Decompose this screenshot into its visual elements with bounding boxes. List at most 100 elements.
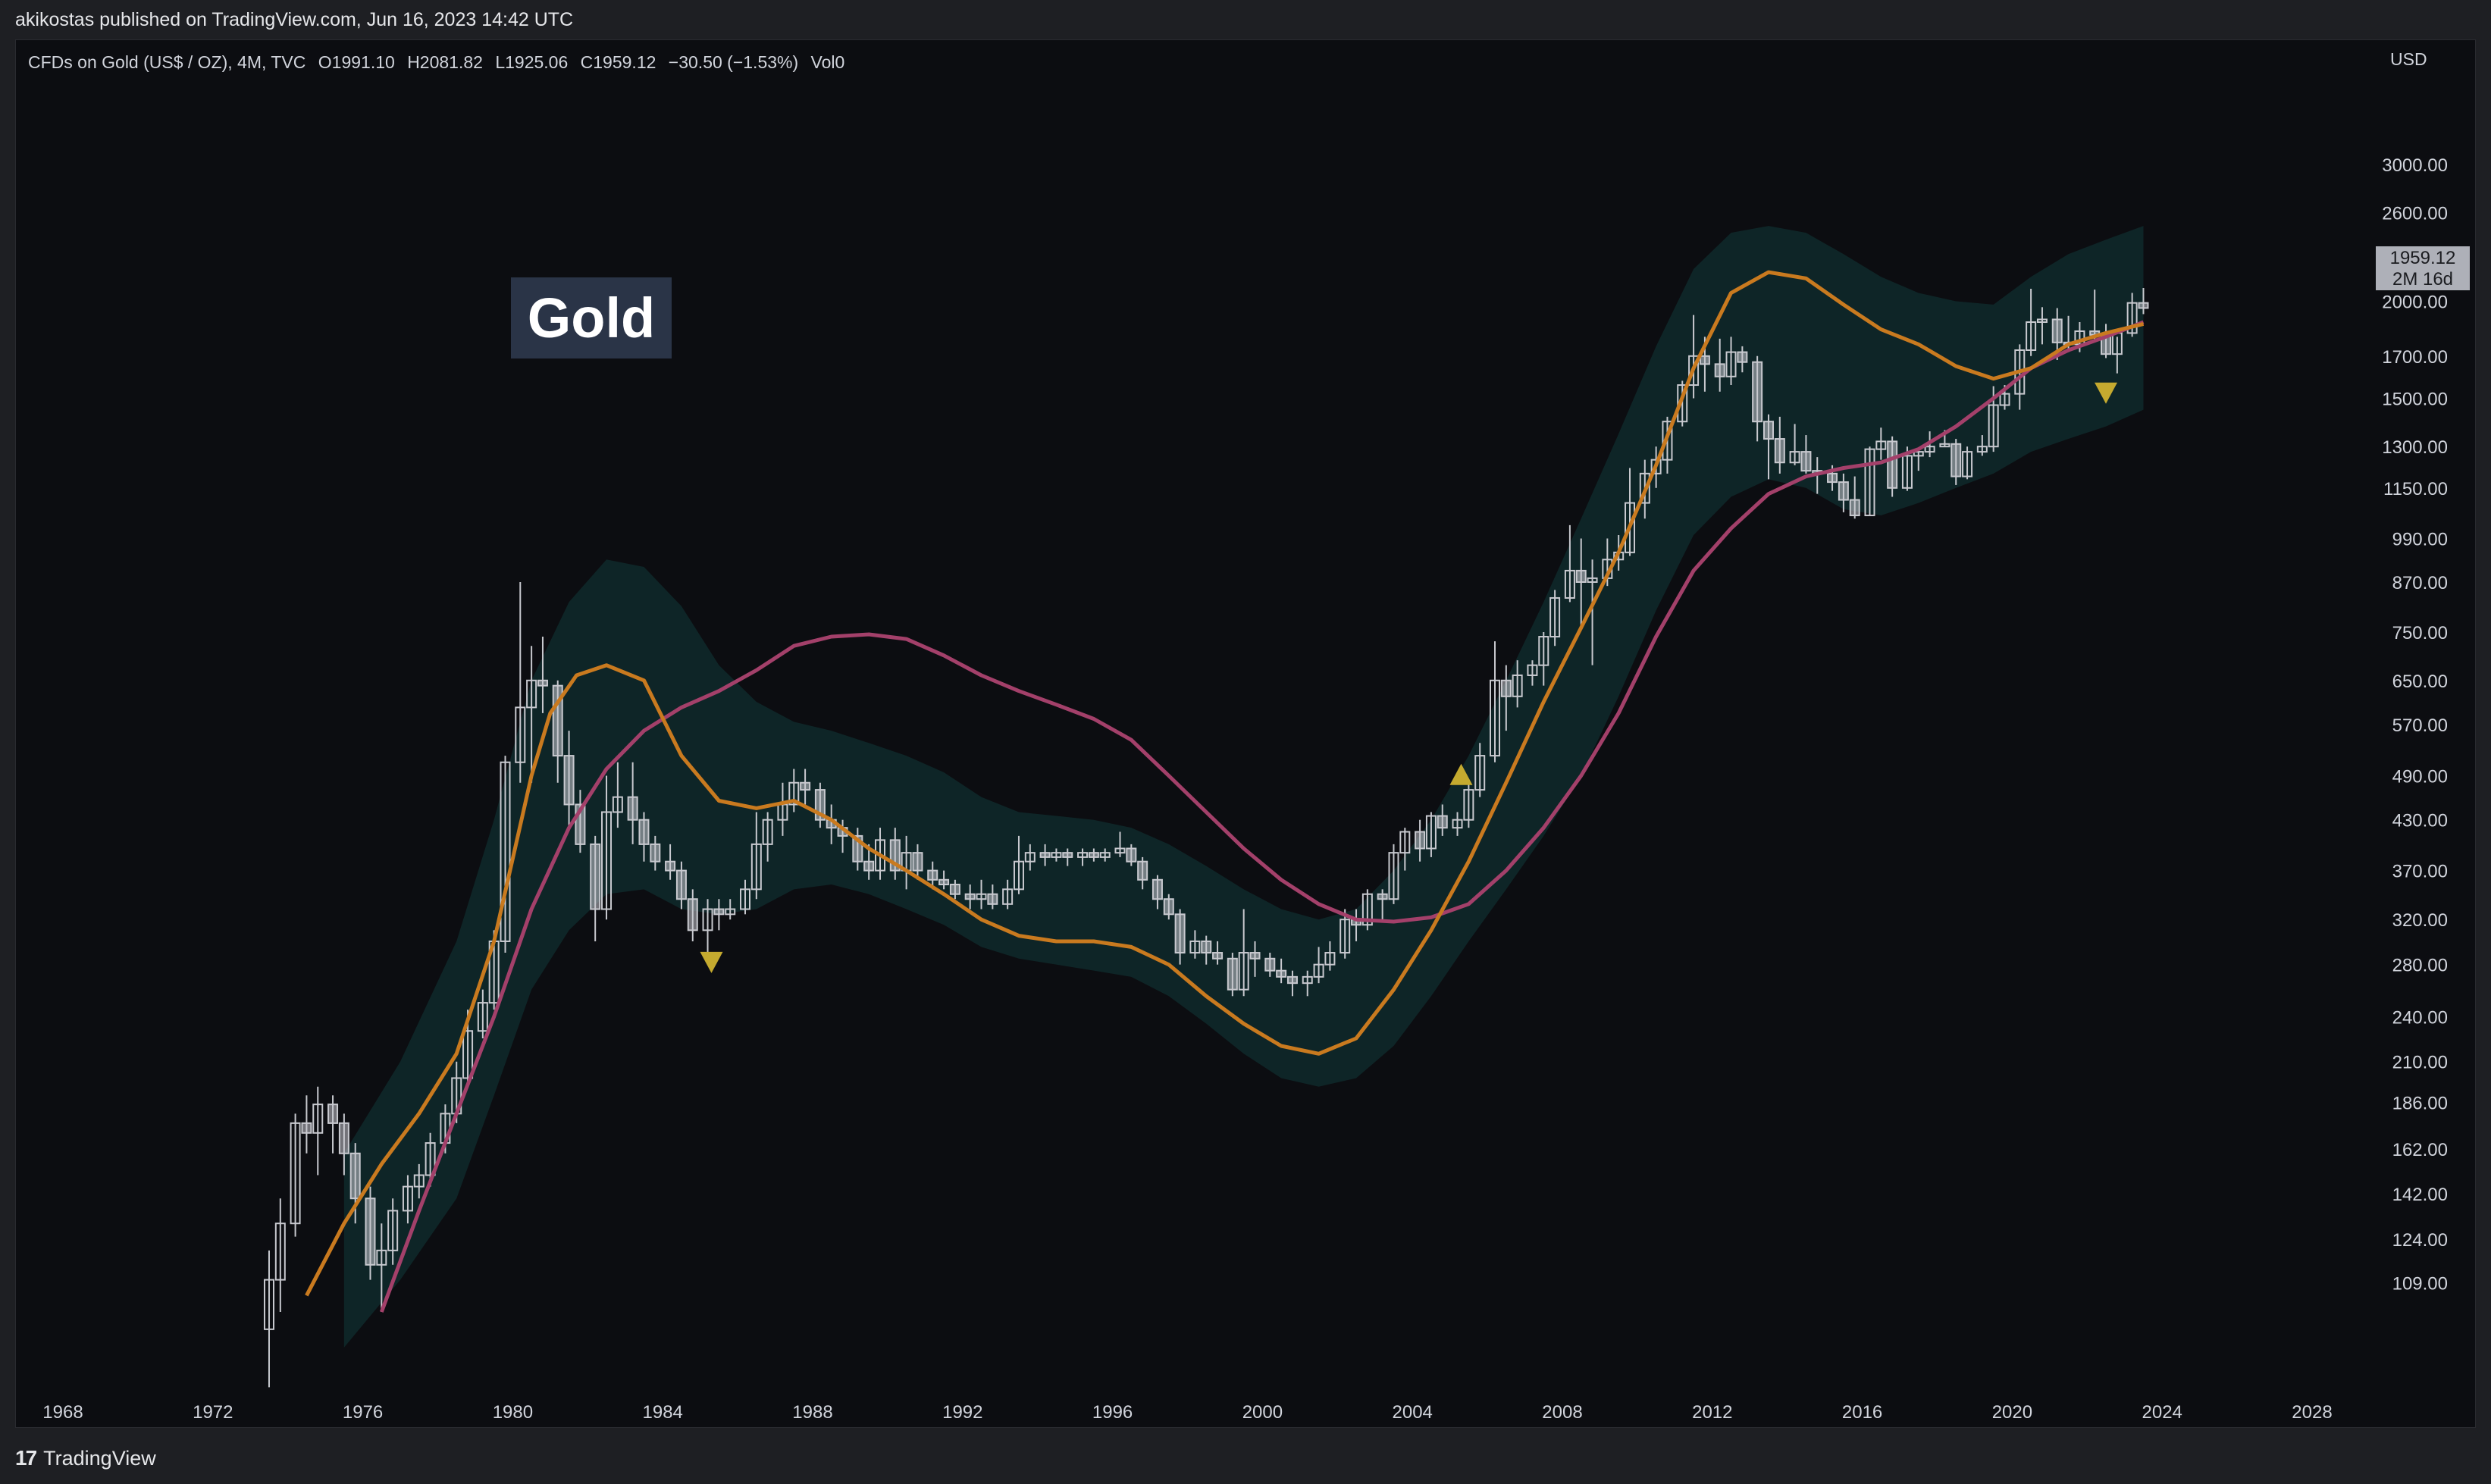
candle — [675, 861, 687, 909]
price-tick-label: 1700.00 — [2382, 347, 2448, 368]
candle — [327, 1095, 339, 1154]
candle — [1875, 427, 1887, 460]
price-tick-label: 109.00 — [2392, 1274, 2448, 1295]
candle — [338, 1113, 349, 1176]
price-tick-label: 990.00 — [2392, 529, 2448, 549]
year-tick-label: 2004 — [1393, 1402, 1433, 1423]
candle — [687, 889, 698, 941]
candle — [1976, 435, 1988, 456]
candle — [1286, 970, 1298, 997]
candle — [927, 861, 938, 890]
candle — [1276, 958, 1287, 984]
candle — [976, 879, 987, 909]
candle — [1849, 476, 1860, 519]
candle — [500, 756, 511, 953]
legend-symbol[interactable]: CFDs on Gold (US$ / OZ), 4M, TVC — [28, 52, 306, 72]
moving-averages — [305, 270, 2145, 1313]
candle — [1415, 819, 1426, 862]
candle — [949, 879, 960, 900]
candle — [713, 899, 725, 931]
candle — [739, 879, 750, 915]
bar-countdown: 2M 16d — [2392, 269, 2454, 290]
candle — [1725, 337, 1737, 386]
candle — [1463, 782, 1474, 828]
last-price-tag: 1959.12 2M 16d — [2376, 246, 2470, 290]
candle — [402, 1175, 413, 1224]
year-tick-label: 1976 — [343, 1402, 383, 1423]
candle — [1388, 844, 1399, 904]
price-tick-label: 870.00 — [2392, 573, 2448, 593]
candle — [1077, 848, 1089, 866]
candle — [1714, 338, 1725, 392]
year-tick-label: 2024 — [2142, 1402, 2182, 1423]
legend-volume: Vol0 — [810, 52, 845, 72]
candle — [2026, 289, 2037, 356]
year-tick-label: 1984 — [643, 1402, 683, 1423]
candle — [1962, 446, 1973, 480]
legend-low: L1925.06 — [495, 52, 569, 72]
candle — [1452, 812, 1463, 836]
price-tick-label: 142.00 — [2392, 1185, 2448, 1205]
candle — [1587, 559, 1598, 665]
fast-ma-line — [305, 270, 2145, 1297]
candle — [1752, 355, 1763, 442]
candle — [627, 762, 638, 844]
candle — [1913, 449, 1924, 471]
candle — [1088, 848, 1099, 862]
candle — [1126, 844, 1137, 866]
year-tick-label: 1996 — [1092, 1402, 1133, 1423]
candle — [1762, 414, 1774, 480]
candle — [1864, 446, 1875, 517]
candle — [1361, 889, 1373, 931]
candle — [1264, 953, 1276, 977]
chart-panel[interactable]: 1968 1972 1976 1980 1984 1988 1992 1996 2000 2004… — [15, 39, 2476, 1428]
candlestick-chart[interactable]: 1968 1972 1976 1980 1984 1988 1992 1996 2000 2004… — [16, 40, 2476, 1428]
price-tick-label: 650.00 — [2392, 672, 2448, 692]
candle — [725, 899, 736, 920]
candle — [1950, 439, 1962, 485]
slow-ma-line — [379, 320, 2145, 1313]
candle — [1399, 828, 1411, 871]
candle — [274, 1198, 286, 1312]
candle — [1625, 468, 1636, 556]
candle — [1549, 590, 1561, 647]
candle — [2126, 293, 2138, 337]
price-tick-label: 570.00 — [2392, 715, 2448, 736]
candle — [800, 769, 811, 805]
candle — [912, 844, 923, 880]
price-tick-label: 210.00 — [2392, 1053, 2448, 1073]
candle — [1512, 660, 1523, 708]
band-fill — [343, 226, 2144, 1348]
candle — [1039, 844, 1051, 866]
candle — [1238, 909, 1249, 997]
candle — [650, 835, 661, 871]
year-tick-label: 1988 — [792, 1402, 832, 1423]
year-tick-label: 1992 — [942, 1402, 982, 1423]
candle — [1212, 941, 1224, 965]
sell-signal-marker — [700, 951, 723, 973]
year-tick-label: 1968 — [42, 1402, 83, 1423]
candle — [1099, 848, 1111, 862]
candle — [1688, 315, 1700, 399]
candle — [762, 812, 773, 862]
chart-title-annotation[interactable]: Gold — [511, 277, 672, 358]
candle — [1564, 524, 1575, 603]
year-tick-label: 2028 — [2292, 1402, 2332, 1423]
tradingview-logo[interactable]: 17 TradingView — [15, 1446, 156, 1470]
candle — [1174, 909, 1186, 965]
candle — [1163, 894, 1174, 920]
year-tick-label: 1972 — [193, 1402, 233, 1423]
price-tick-label: 186.00 — [2392, 1094, 2448, 1114]
channel-band — [343, 226, 2144, 1348]
candle — [702, 899, 713, 953]
candle — [665, 844, 676, 880]
year-tick-label: 2000 — [1242, 1402, 1283, 1423]
candle — [1425, 812, 1437, 857]
candle — [1538, 632, 1549, 686]
candle — [1377, 889, 1388, 920]
year-tick-label: 2008 — [1542, 1402, 1582, 1423]
candle — [1227, 953, 1238, 997]
currency-label[interactable]: USD — [2390, 49, 2427, 69]
candle — [638, 812, 650, 862]
candle — [537, 637, 548, 713]
